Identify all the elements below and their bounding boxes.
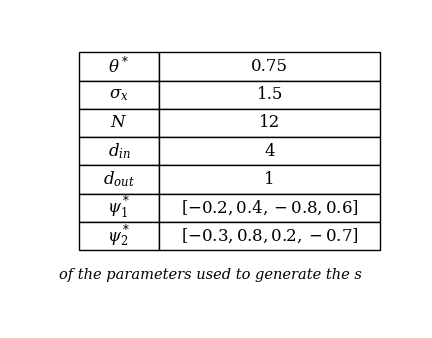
Polygon shape bbox=[159, 165, 381, 194]
Polygon shape bbox=[79, 137, 159, 165]
Polygon shape bbox=[159, 109, 381, 137]
Polygon shape bbox=[159, 222, 381, 250]
Polygon shape bbox=[159, 52, 381, 80]
Text: 12: 12 bbox=[259, 115, 280, 131]
Polygon shape bbox=[79, 80, 159, 109]
Text: $\sigma_x$: $\sigma_x$ bbox=[109, 86, 129, 103]
Polygon shape bbox=[79, 165, 159, 194]
Text: 1.5: 1.5 bbox=[257, 86, 283, 103]
Text: 0.75: 0.75 bbox=[251, 58, 288, 75]
Text: $d_{in}$: $d_{in}$ bbox=[108, 141, 130, 161]
Polygon shape bbox=[79, 109, 159, 137]
Text: 1: 1 bbox=[264, 171, 275, 188]
Text: 4: 4 bbox=[264, 143, 275, 160]
Text: of the parameters used to generate the s: of the parameters used to generate the s bbox=[59, 268, 362, 282]
Text: $\psi_1^*$: $\psi_1^*$ bbox=[107, 195, 131, 221]
Polygon shape bbox=[159, 80, 381, 109]
Polygon shape bbox=[159, 137, 381, 165]
Polygon shape bbox=[79, 222, 159, 250]
Text: $N$: $N$ bbox=[110, 115, 128, 131]
Text: $[-0.2, 0.4, -0.8, 0.6]$: $[-0.2, 0.4, -0.8, 0.6]$ bbox=[181, 198, 359, 217]
Text: $[-0.3, 0.8, 0.2, -0.7]$: $[-0.3, 0.8, 0.2, -0.7]$ bbox=[181, 227, 359, 245]
Polygon shape bbox=[159, 194, 381, 222]
Text: $\theta^*$: $\theta^*$ bbox=[108, 56, 130, 77]
Polygon shape bbox=[79, 52, 159, 80]
Polygon shape bbox=[79, 194, 159, 222]
Text: $\psi_2^*$: $\psi_2^*$ bbox=[107, 223, 131, 249]
Text: $d_{out}$: $d_{out}$ bbox=[103, 170, 135, 189]
